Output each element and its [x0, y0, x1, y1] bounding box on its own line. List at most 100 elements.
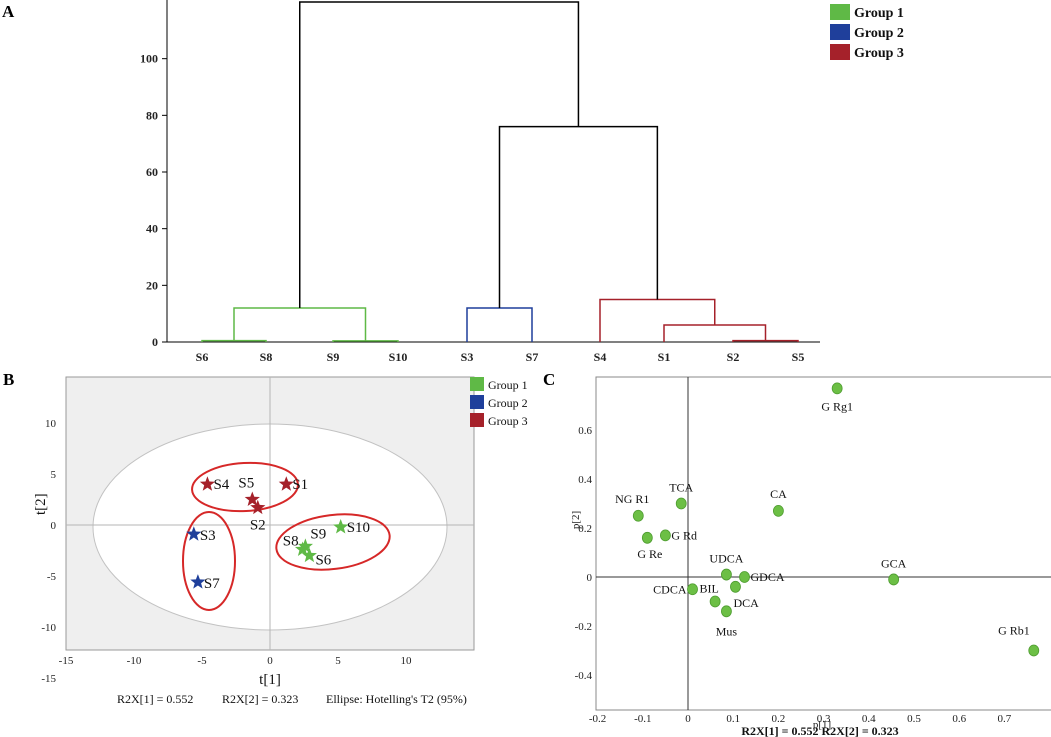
loading-x-tick-label: 0.3 [817, 713, 831, 725]
loading-point [632, 509, 644, 522]
score-point-label: S1 [292, 477, 308, 493]
dendrogram-leaf-label: S4 [594, 350, 607, 364]
legend-label: Group 2 [854, 26, 904, 41]
panel-c-loading-plot: C 0.6 0.4 0.2 0 -0.2 -0.4 -0.2 -0.1 0 0.1 0.2 0.3 0… [543, 370, 1051, 737]
panel-b-label: B [3, 370, 14, 389]
score-x-tick-label: -15 [59, 655, 74, 667]
loading-point [721, 605, 732, 618]
score-y-tick-label: 0 [51, 520, 57, 532]
loading-point [675, 497, 687, 510]
loading-point-label: G Rd [671, 528, 697, 542]
score-x-axis-label: t[1] [259, 672, 281, 688]
loading-y-tick-label: -0.2 [575, 621, 592, 633]
score-point-label: S3 [200, 528, 216, 544]
score-point-s5 [244, 491, 260, 506]
loading-point [730, 580, 741, 593]
score-point-label: S2 [250, 518, 266, 534]
score-y-tick-label: 10 [45, 418, 57, 430]
panel-b-score-plot: B 10 5 0 -5 -10 -15 -15 -10 -5 0 5 10 S4 S5 S2 S1 S3 S7… [3, 370, 528, 706]
dendrogram-y-tick-label: 40 [146, 222, 158, 236]
score-x-tick-label: -10 [127, 655, 142, 667]
dendrogram-leaf-label: S9 [327, 350, 340, 364]
score-x-tick-label: 10 [401, 655, 413, 667]
loading-x-tick-label: 0.6 [952, 713, 966, 725]
loading-point-label: BIL [699, 582, 718, 596]
loading-point [721, 568, 732, 581]
dendrogram-link [599, 298, 716, 342]
loading-y-tick-label: 0.6 [578, 425, 592, 437]
group-3-ellipse [191, 461, 299, 513]
score-point-label: S4 [213, 477, 229, 493]
score-point-s2 [250, 499, 266, 515]
loading-y-tick-label: 0 [587, 572, 593, 584]
score-point-label: S8 [283, 533, 299, 549]
score-y-tick-label: -5 [47, 571, 57, 583]
score-y-tick-label: -10 [41, 622, 56, 634]
score-y-tick-label: 5 [51, 469, 57, 481]
dendrogram-leaf-label: S1 [658, 350, 671, 364]
score-point-s7 [190, 574, 206, 589]
loading-plot-area [595, 376, 1051, 711]
score-point-s4 [199, 476, 215, 491]
legend-label: Group 1 [488, 378, 528, 392]
loading-y-tick-label: 0.2 [578, 523, 592, 535]
dendrogram-y-tick-label: 60 [146, 165, 158, 179]
loading-point-label: G Rg1 [821, 399, 853, 413]
dendrogram-leaf-label: S6 [196, 350, 209, 364]
score-x-tick-label: -5 [197, 655, 207, 667]
dendrogram-leaf-label: S7 [526, 350, 539, 364]
loading-footer: R2X[1] = 0.552 R2X[2] = 0.323 [741, 724, 898, 737]
loading-point-label: GDCA [751, 570, 785, 584]
loading-point-label: TCA [669, 481, 693, 495]
loading-y-tick-label: -0.4 [575, 670, 593, 682]
legend-swatch [830, 24, 850, 40]
loading-point-label: NG R1 [615, 492, 649, 506]
score-point-label: S10 [347, 520, 370, 536]
dendrogram-y-tick-label: 20 [146, 278, 158, 292]
dendrogram-link [466, 307, 533, 342]
legend-swatch [470, 413, 484, 427]
loading-point [660, 529, 671, 542]
score-y-axis-label: t[2] [33, 493, 49, 515]
score-y-tick-label: -15 [41, 673, 56, 685]
loading-x-tick-label: 0 [685, 713, 691, 725]
score-point-s1 [278, 476, 294, 491]
score-point-label: S5 [238, 476, 254, 492]
dendrogram-y-tick-label: 0 [152, 335, 158, 349]
dendrogram-link [299, 1, 580, 308]
dendrogram-link [498, 125, 659, 308]
score-x-tick-label: 0 [267, 655, 273, 667]
loading-point [1028, 644, 1040, 657]
score-footer-r2x1: R2X[1] = 0.552 [117, 692, 193, 706]
legend-swatch [470, 395, 484, 409]
loading-point-label: Mus [716, 624, 738, 638]
loading-y-tick-label: 0.4 [578, 474, 592, 486]
dendrogram-leaf-label: S10 [389, 350, 408, 364]
loading-point-label: GCA [881, 556, 907, 570]
loading-x-tick-label: -0.2 [589, 713, 606, 725]
dendrogram-legend: Group 1 Group 2 Group 3 [830, 4, 904, 61]
dendrogram-link [663, 324, 767, 342]
legend-swatch [830, 44, 850, 60]
score-point-s3 [186, 526, 202, 541]
loading-point-label: G Rb1 [998, 624, 1030, 638]
score-point-s10 [333, 519, 349, 534]
dendrogram-leaf-label: S2 [727, 350, 740, 364]
panel-a-label: A [2, 2, 15, 21]
score-plot-legend: Group 1 Group 2 Group 3 [470, 377, 528, 428]
loading-point-label: CDCA [653, 582, 687, 596]
loading-point [888, 573, 900, 586]
loading-point-label: DCA [733, 596, 759, 610]
loading-point [831, 382, 843, 395]
score-x-tick-label: 5 [335, 655, 341, 667]
legend-label: Group 3 [854, 46, 904, 61]
loading-x-axis-label: p[1] [813, 719, 831, 731]
score-point-s8 [295, 541, 311, 556]
loading-x-tick-label: 0.1 [726, 713, 740, 725]
loading-x-tick-label: 0.2 [772, 713, 786, 725]
score-point-label: S9 [310, 526, 326, 542]
loading-point [687, 583, 698, 596]
loading-point [641, 531, 653, 544]
dendrogram-leaf-label: S5 [792, 350, 805, 364]
loading-point [709, 595, 721, 608]
